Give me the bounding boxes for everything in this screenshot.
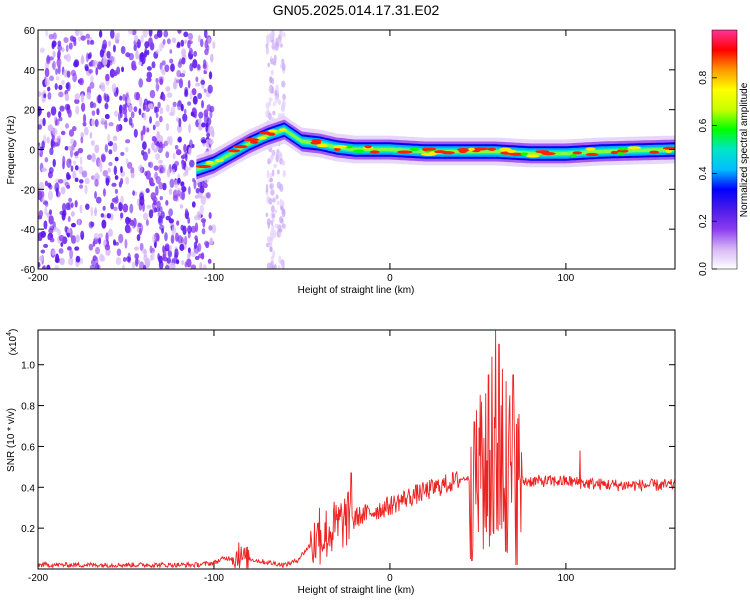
snr-y-tick-label: 1.0 [21, 361, 35, 372]
snr-plot-area [38, 330, 675, 569]
snr-y-tick-label: 0.4 [21, 483, 35, 494]
snr-y-tick-label: 0.8 [21, 402, 35, 413]
spectrogram-x-tick-label: -200 [28, 273, 48, 284]
spectrogram-y-axis-label: Frequency (Hz) [6, 116, 17, 185]
snr-y-tick-label: 0.6 [21, 442, 35, 453]
colorbar-tick-label: 0.4 [698, 166, 709, 180]
svg-text:(x104): (x104) [6, 329, 19, 356]
colorbar: 0.0 0.2 0.4 0.6 0.8 Normalized spectral ampl… [698, 29, 750, 276]
spectrogram-y-tick-label: -20 [21, 185, 36, 196]
snr-x-ticks: -200 -100 0 100 [28, 330, 575, 584]
spectrogram-x-axis-label: Height of straight line (km) [298, 285, 415, 296]
spectrogram-y-ticks: -60 -40 -20 0 20 40 60 [21, 26, 675, 276]
colorbar-tick-label: 0.6 [698, 118, 709, 132]
snr-multiplier: (x104) [6, 329, 19, 356]
snr-multiplier-exponent: 4 [6, 332, 13, 336]
snr-y-axis-label: SNR (10 * v/v) [6, 408, 17, 472]
spectrogram-y-tick-label: -60 [21, 265, 36, 276]
snr-panel: -200 -100 0 100 0.2 0.4 0.6 0.8 1.0 Height of s… [6, 329, 676, 596]
snr-x-tick-label: -100 [204, 573, 224, 584]
colorbar-ticks: 0.0 0.2 0.4 0.6 0.8 [698, 70, 717, 276]
snr-multiplier-base: (x10 [8, 335, 19, 355]
snr-multiplier-close: ) [8, 329, 19, 332]
spectrogram-x-tick-label: 0 [387, 273, 393, 284]
snr-x-tick-label: -200 [28, 573, 48, 584]
spectrogram-image [38, 30, 675, 269]
snr-y-ticks: 0.2 0.4 0.6 0.8 1.0 [21, 361, 675, 535]
colorbar-frame [711, 29, 738, 270]
spectrogram-x-ticks: -200 -100 0 100 [28, 30, 575, 284]
spectrogram-x-tick-label: 100 [558, 273, 575, 284]
colorbar-tick-label: 0.2 [698, 214, 709, 228]
colorbar-gradient [712, 30, 737, 269]
snr-x-axis-label: Height of straight line (km) [298, 585, 415, 596]
spectrogram-y-tick-label: -40 [21, 225, 36, 236]
snr-series-line [38, 330, 675, 569]
spectrogram-y-tick-label: 0 [29, 146, 35, 157]
spectrogram-y-tick-label: 40 [24, 66, 36, 77]
snr-x-tick-label: 100 [558, 573, 575, 584]
snr-frame [37, 329, 676, 570]
spectrogram-y-tick-label: 20 [24, 106, 36, 117]
colorbar-tick-label: 0.8 [698, 70, 709, 84]
colorbar-tick-label: 0.0 [698, 262, 709, 276]
snr-x-tick-label: 0 [387, 573, 393, 584]
spectrogram-y-tick-label: 60 [24, 26, 36, 37]
figure-title: GN05.2025.014.17.31.E02 [273, 2, 440, 18]
snr-y-tick-label: 0.2 [21, 524, 35, 535]
colorbar-label: Normalized spectral amplitude [739, 82, 750, 217]
spectrogram-x-tick-label: -100 [204, 273, 224, 284]
